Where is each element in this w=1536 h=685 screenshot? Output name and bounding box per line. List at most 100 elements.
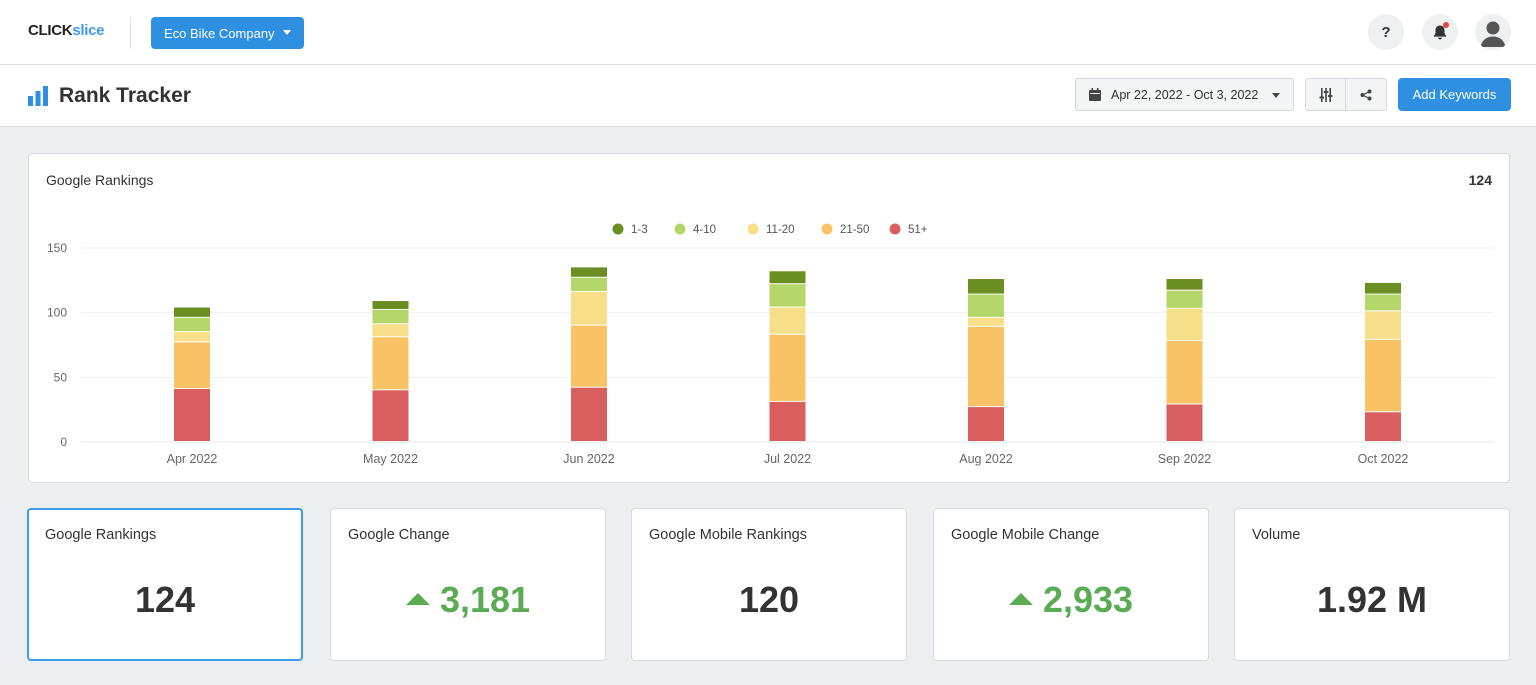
bar-segment bbox=[571, 291, 607, 325]
share-button[interactable] bbox=[1346, 78, 1387, 111]
bar-segment bbox=[571, 277, 607, 291]
bar-segment bbox=[174, 307, 210, 317]
bar-segment bbox=[372, 324, 409, 337]
x-tick-label: Oct 2022 bbox=[1358, 452, 1409, 466]
bar-segment bbox=[571, 387, 607, 441]
page-header: Rank Tracker Apr 22, 2022 - Oct 3, 2022 … bbox=[0, 65, 1536, 127]
bar-segment bbox=[769, 284, 806, 307]
legend-swatch bbox=[612, 223, 624, 235]
legend-label: 51+ bbox=[908, 224, 928, 236]
stat-value-text: 120 bbox=[738, 579, 800, 620]
stat-value-text: 3,181 bbox=[439, 579, 531, 620]
bar-segment bbox=[1365, 339, 1401, 412]
add-keywords-button[interactable]: Add Keywords bbox=[1398, 78, 1511, 111]
bar-segment bbox=[1365, 311, 1401, 339]
clickslice-logo[interactable]: CLICKslice bbox=[28, 22, 105, 39]
arrow-up-icon bbox=[405, 593, 430, 605]
stat-label: Google Mobile Change bbox=[951, 527, 1100, 543]
bar-segment bbox=[372, 337, 409, 390]
stat-card-google-mobile-change[interactable]: Google Mobile Change 2,933 bbox=[933, 508, 1209, 661]
bar-segment bbox=[769, 401, 806, 441]
arrow-up-icon bbox=[1008, 593, 1033, 605]
stat-label: Google Rankings bbox=[45, 527, 157, 543]
legend-label: 1-3 bbox=[631, 224, 648, 236]
date-range-label: Apr 22, 2022 - Oct 3, 2022 bbox=[1111, 87, 1259, 102]
help-icon: ? bbox=[1381, 23, 1391, 41]
stat-value-text: 2,933 bbox=[1042, 579, 1134, 620]
x-tick-label: Apr 2022 bbox=[167, 452, 218, 466]
legend-swatch bbox=[889, 223, 901, 235]
stat-label: Google Mobile Rankings bbox=[649, 527, 807, 543]
x-tick-label: Aug 2022 bbox=[959, 452, 1013, 466]
bar-segment bbox=[174, 342, 210, 388]
caret-down-icon bbox=[1272, 93, 1280, 98]
stacked-bar-chart: 0 50 100 150 Apr 2022 May 2022 Jun 2022 Jul 202… bbox=[47, 223, 1494, 466]
stat-card-google-mobile-rankings[interactable]: Google Mobile Rankings 120 bbox=[631, 508, 907, 661]
user-avatar-icon bbox=[1480, 21, 1506, 47]
x-tick-label: May 2022 bbox=[363, 452, 418, 466]
date-range-picker[interactable]: Apr 22, 2022 - Oct 3, 2022 bbox=[1075, 78, 1294, 111]
legend-swatch bbox=[674, 223, 686, 235]
x-tick-label: Sep 2022 bbox=[1158, 452, 1212, 466]
notification-badge bbox=[1443, 22, 1449, 28]
stat-label: Volume bbox=[1252, 527, 1301, 543]
bar-segment bbox=[769, 271, 806, 284]
help-button[interactable]: ? bbox=[1368, 14, 1404, 50]
bar-segment bbox=[968, 294, 1004, 317]
bar-segment bbox=[1365, 412, 1401, 441]
sliders-icon bbox=[1319, 87, 1332, 102]
bar-chart-icon bbox=[28, 86, 48, 106]
stat-value-text: 124 bbox=[134, 579, 196, 620]
bar-segment bbox=[769, 334, 806, 401]
bar-segment bbox=[1365, 294, 1401, 311]
bar-segment bbox=[1166, 341, 1203, 404]
bar-segment bbox=[968, 317, 1004, 326]
y-tick-label: 150 bbox=[47, 241, 67, 255]
stat-card-google-change[interactable]: Google Change 3,181 bbox=[330, 508, 606, 661]
stat-value: 120 bbox=[632, 579, 906, 621]
stat-value-text: 1.92 M bbox=[1316, 579, 1428, 620]
bar-segment bbox=[1365, 282, 1401, 294]
bell-icon bbox=[1434, 25, 1446, 39]
legend-swatch bbox=[747, 223, 759, 235]
y-tick-label: 100 bbox=[47, 306, 67, 320]
company-selector-dropdown[interactable]: Eco Bike Company bbox=[151, 17, 304, 49]
company-selector-label: Eco Bike Company bbox=[164, 25, 275, 41]
stat-value: 3,181 bbox=[331, 579, 605, 621]
bar-segment bbox=[571, 325, 607, 387]
bar-segment bbox=[571, 267, 607, 277]
stat-value: 124 bbox=[29, 579, 301, 621]
filter-settings-button[interactable] bbox=[1305, 78, 1346, 111]
bar-segment bbox=[372, 301, 409, 310]
bar-segment bbox=[968, 407, 1004, 441]
notifications-button[interactable] bbox=[1422, 14, 1458, 50]
bar-segment bbox=[1166, 404, 1203, 441]
stat-value: 2,933 bbox=[934, 579, 1208, 621]
logo-text-slice: slice bbox=[72, 22, 105, 39]
stat-card-google-rankings[interactable]: Google Rankings 124 bbox=[27, 508, 303, 661]
legend-swatch bbox=[821, 223, 833, 235]
stat-card-volume[interactable]: Volume 1.92 M bbox=[1234, 508, 1510, 661]
logo-text-click: CLICK bbox=[28, 22, 73, 39]
google-rankings-chart-card: Google Rankings 124 0 50 100 150 Apr 2022 May… bbox=[28, 153, 1510, 483]
bar-segment bbox=[372, 310, 409, 324]
chart-title: Google Rankings bbox=[46, 172, 154, 188]
legend-label: 21-50 bbox=[840, 224, 869, 236]
page-title: Rank Tracker bbox=[59, 84, 191, 107]
bar-segment bbox=[1166, 308, 1203, 341]
legend-label: 11-20 bbox=[766, 224, 795, 236]
caret-down-icon bbox=[283, 30, 291, 35]
bar-segment bbox=[968, 279, 1004, 294]
chart-total: 124 bbox=[1468, 172, 1492, 188]
user-profile-button[interactable] bbox=[1475, 14, 1511, 50]
divider bbox=[130, 17, 131, 49]
stat-label: Google Change bbox=[348, 527, 450, 543]
bar-segment bbox=[372, 390, 409, 441]
top-navigation-bar: CLICKslice Eco Bike Company ? bbox=[0, 0, 1536, 65]
y-tick-label: 0 bbox=[60, 435, 67, 449]
bar-segment bbox=[174, 317, 210, 332]
x-tick-label: Jul 2022 bbox=[764, 452, 811, 466]
legend-label: 4-10 bbox=[693, 224, 716, 236]
calendar-icon bbox=[1089, 88, 1101, 101]
bar-segment bbox=[1166, 290, 1203, 308]
